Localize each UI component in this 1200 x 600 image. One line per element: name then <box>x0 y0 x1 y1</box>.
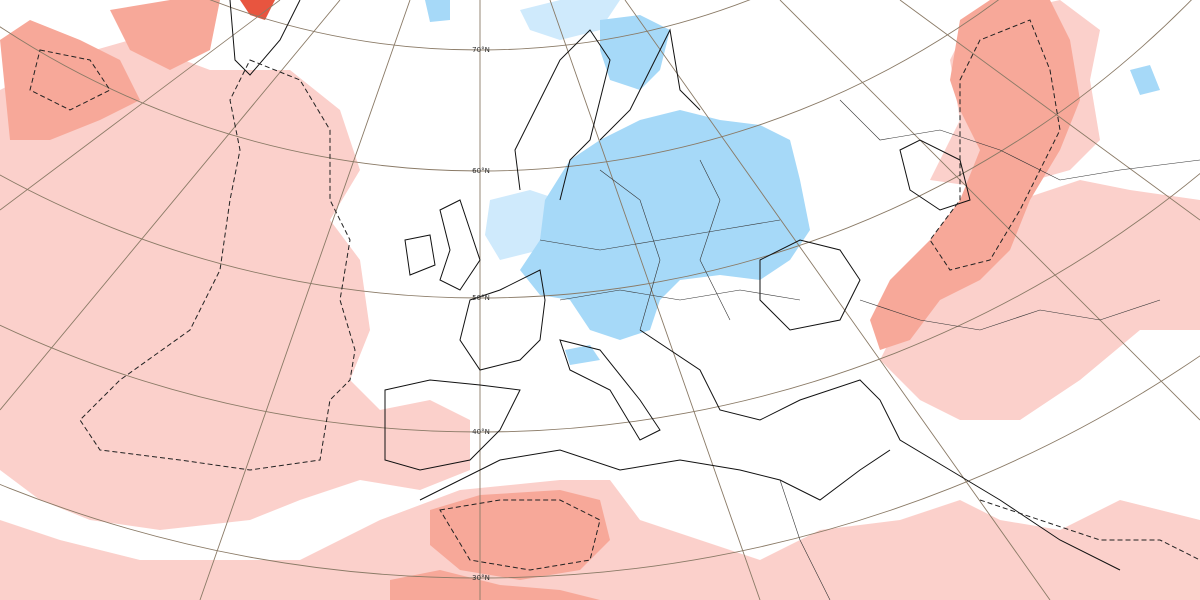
france-coast <box>459 269 546 371</box>
latitude-label: 60°N <box>472 167 490 175</box>
scandinavia-coast <box>514 29 611 201</box>
border <box>699 159 731 321</box>
latitude-label: 40°N <box>472 428 490 436</box>
contour <box>29 49 111 111</box>
warm-anomaly-strong <box>240 0 275 20</box>
contour <box>439 499 601 571</box>
italy-coast <box>559 339 661 441</box>
border <box>539 219 781 251</box>
contour <box>79 59 356 471</box>
warm-anomaly-medium <box>0 0 1080 600</box>
border <box>859 299 1161 331</box>
latitude-label: 50°N <box>472 294 490 302</box>
dashed-contours <box>29 19 1200 571</box>
meridian <box>549 0 761 600</box>
balkans-turkey-coast <box>639 329 1121 571</box>
meridian <box>624 0 1051 600</box>
coastlines <box>229 0 1121 571</box>
greenland-coast <box>229 0 301 76</box>
meridian <box>779 0 1200 421</box>
black-sea-coast <box>759 239 861 331</box>
baltic-coast <box>599 28 701 141</box>
north-africa-coast <box>419 449 891 501</box>
border <box>779 479 831 600</box>
meridian <box>899 0 1200 221</box>
meridian <box>199 0 411 600</box>
latitude-label: 30°N <box>472 574 490 582</box>
cold-anomaly <box>425 0 1160 365</box>
ireland-coast <box>404 234 436 276</box>
border <box>559 289 801 301</box>
border <box>839 99 1200 181</box>
contour <box>979 499 1200 561</box>
borders <box>539 99 1200 600</box>
meridian <box>0 0 341 411</box>
britain-coast <box>439 199 481 291</box>
latitude-label: 70°N <box>472 46 490 54</box>
border <box>599 169 661 331</box>
caspian-coast <box>899 139 971 211</box>
contour <box>929 19 1061 271</box>
iberia-coast <box>384 379 521 471</box>
